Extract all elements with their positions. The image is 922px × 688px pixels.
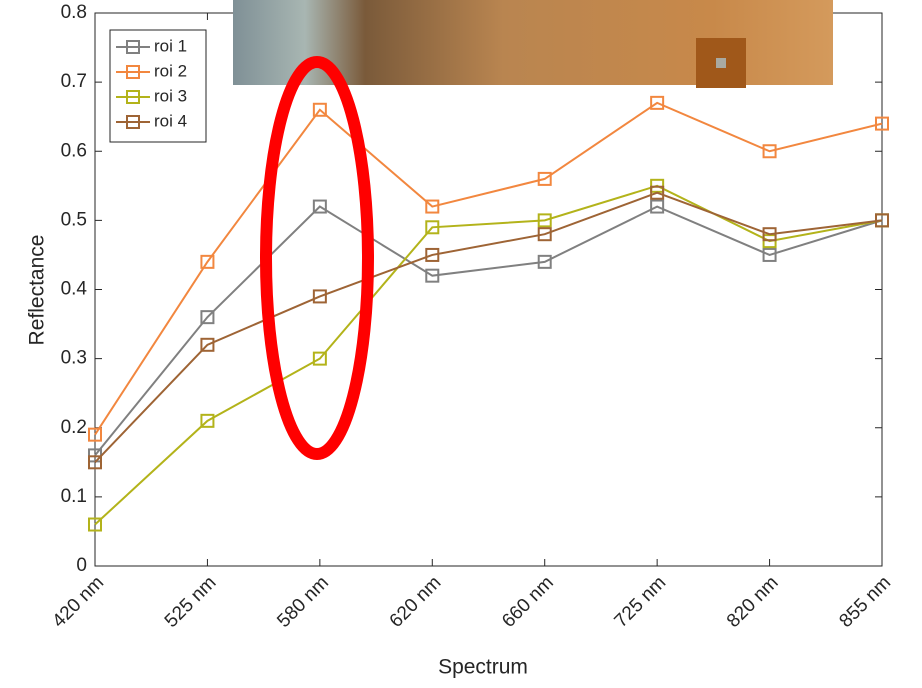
chart: Spectrum Reflectance 0 0.1 0.2 0.3 0.4 0.5 0.6… [0,0,922,688]
x-tick-label: 580 nm [273,572,333,632]
y-tick-label: 0.6 [61,140,87,161]
y-tick-label: 0.5 [61,209,87,230]
x-tick-label: 660 nm [498,572,558,632]
y-tick-label: 0.2 [61,417,87,438]
legend-label: roi 4 [154,111,187,130]
y-tick-label: 0.8 [61,2,87,23]
x-axis-label: Spectrum [438,656,528,679]
x-tick-label: 620 nm [386,572,446,632]
x-tick-label: 725 nm [611,572,671,632]
y-tick-label: 0 [76,555,87,576]
y-axis-label: Reflectance [26,235,49,346]
legend-label: roi 3 [154,86,187,105]
x-tick-label: 525 nm [161,572,221,632]
x-tick-label: 855 nm [835,572,895,632]
y-tick-label: 0.1 [61,486,87,507]
roi-dot [716,58,726,68]
plot-area [95,13,882,566]
y-tick-label: 0.3 [61,348,87,369]
x-tick-label: 820 nm [723,572,783,632]
y-tick-label: 0.4 [61,279,88,300]
x-tick-label: 420 nm [48,572,108,632]
y-tick-label: 0.7 [61,71,87,92]
legend-label: roi 2 [154,61,187,80]
legend-label: roi 1 [154,36,187,55]
